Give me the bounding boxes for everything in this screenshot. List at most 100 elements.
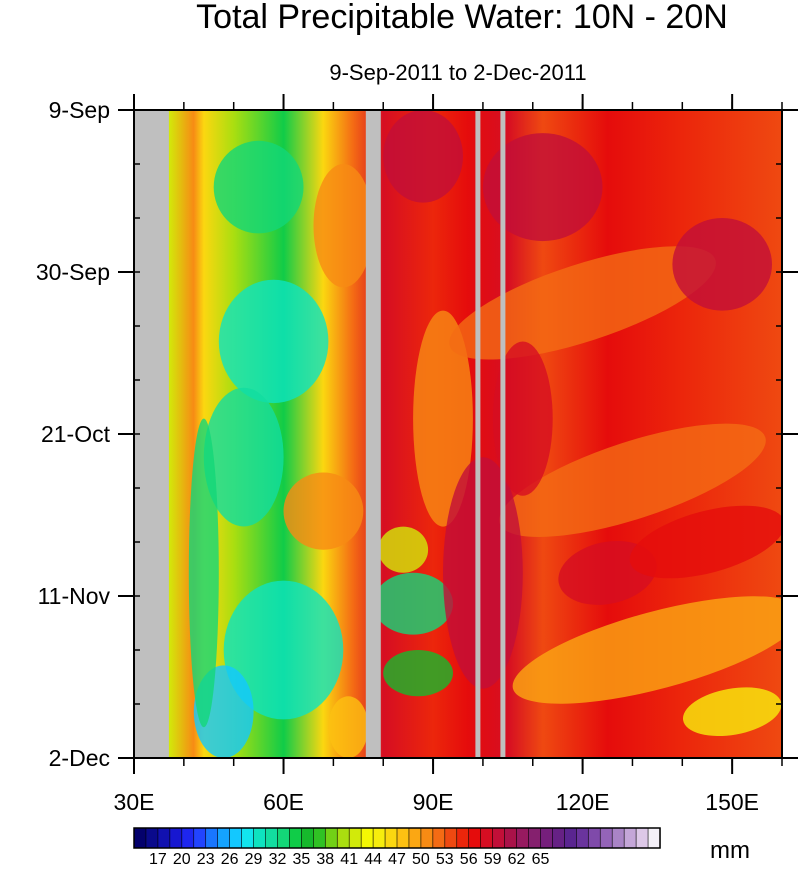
colorbar-tick-label: 59 xyxy=(484,851,502,868)
colorbar-swatch xyxy=(324,827,338,849)
colorbar-tick-label: 44 xyxy=(364,851,382,868)
colorbar: 17 20 23 26 29 32 35 38 41 44 47 50 53 56 59 62 65 xyxy=(133,827,661,868)
heatmap-feature-23 xyxy=(629,505,782,579)
colorbar-swatch xyxy=(587,827,601,849)
colorbar-swatch xyxy=(611,827,625,849)
colorbar-swatch xyxy=(635,827,649,849)
heatmap-feature-11 xyxy=(378,526,429,573)
colorbar-swatch xyxy=(133,827,147,849)
colorbar-swatch xyxy=(384,827,398,849)
y-tick-label: 21-Oct xyxy=(41,421,111,447)
heatmap-feature-12 xyxy=(413,310,473,527)
chart-title: Total Precipitable Water: 10N - 20N xyxy=(196,0,728,36)
x-tick-label: 30E xyxy=(114,789,155,815)
colorbar-swatch xyxy=(623,827,637,849)
colorbar-tick-label: 53 xyxy=(436,851,454,868)
colorbar-swatch xyxy=(504,827,518,849)
heatmap-feature-15 xyxy=(449,246,716,360)
colorbar-tick-label: 38 xyxy=(316,851,334,868)
colorbar-swatch xyxy=(336,827,350,849)
colorbar-swatch xyxy=(169,827,183,849)
heatmap-feature-9 xyxy=(373,572,453,635)
colorbar-swatch xyxy=(647,827,661,849)
missing-band-2 xyxy=(475,110,481,758)
x-tick-label: 120E xyxy=(556,789,610,815)
heatmap-feature-1 xyxy=(218,279,329,404)
heatmap-feature-21 xyxy=(672,217,772,311)
heatmap-feature-2 xyxy=(203,387,284,527)
heatmap-feature-3 xyxy=(223,580,344,720)
colorbar-swatch xyxy=(480,827,494,849)
x-axis: 30E 60E 90E 120E 150E xyxy=(114,94,783,815)
colorbar-swatch xyxy=(552,827,565,849)
colorbar-swatch xyxy=(420,827,434,849)
colorbar-frame xyxy=(133,827,661,849)
missing-band-1 xyxy=(365,110,381,758)
heatmap-feature-0 xyxy=(213,140,304,234)
y-axis: 9-Sep 30-Sep 21-Oct 11-Nov 2-Dec xyxy=(36,97,798,771)
colorbar-swatch xyxy=(528,827,542,849)
colorbar-tick-label: 20 xyxy=(173,851,191,868)
colorbar-tick-label: 65 xyxy=(532,851,550,868)
y-tick-label: 9-Sep xyxy=(49,97,110,123)
colorbar-swatch xyxy=(576,827,589,849)
heatmap-features xyxy=(188,110,782,758)
colorbar-swatch xyxy=(181,827,195,849)
colorbar-swatch xyxy=(516,827,530,849)
colorbar-swatch xyxy=(217,827,231,849)
colorbar-swatch xyxy=(193,827,207,849)
heatmap-feature-5 xyxy=(188,418,219,728)
heatmap-feature-18 xyxy=(682,687,782,737)
colorbar-swatch xyxy=(492,827,506,849)
plot-area xyxy=(133,109,783,759)
colorbar-units-label: mm xyxy=(710,837,750,864)
colorbar-swatch xyxy=(599,827,613,849)
colorbar-swatch xyxy=(241,827,255,849)
colorbar-swatch xyxy=(313,827,326,849)
colorbar-swatch xyxy=(408,827,422,849)
colorbar-swatch xyxy=(360,827,374,849)
colorbar-tick-label: 17 xyxy=(149,851,167,868)
colorbar-swatch xyxy=(456,827,470,849)
colorbar-swatch xyxy=(396,827,410,849)
y-tick-label: 2-Dec xyxy=(49,745,110,771)
colorbar-swatch xyxy=(444,827,458,849)
colorbar-swatch xyxy=(229,827,243,849)
colorbar-tick-label: 50 xyxy=(412,851,430,868)
colorbar-swatch xyxy=(348,827,362,849)
colorbar-tick-label: 26 xyxy=(221,851,239,868)
heatmap-feature-17 xyxy=(512,596,782,704)
x-tick-label: 150E xyxy=(705,789,759,815)
colorbar-tick-label: 35 xyxy=(293,851,311,868)
chart-subtitle: 9-Sep-2011 to 2-Dec-2011 xyxy=(329,60,586,85)
colorbar-tick-label: 32 xyxy=(269,851,287,868)
colorbar-swatch xyxy=(145,827,159,849)
colorbar-swatch xyxy=(157,827,171,849)
colorbar-swatch xyxy=(468,827,482,849)
x-tick-label: 90E xyxy=(413,789,454,815)
colorbar-swatch xyxy=(540,827,554,849)
heatmap-feature-19 xyxy=(443,457,523,689)
heatmap-feature-7 xyxy=(283,472,364,550)
colorbar-swatch xyxy=(432,827,446,849)
x-tick-label: 60E xyxy=(263,789,304,815)
heatmap-feature-6 xyxy=(313,164,374,288)
heatmap-feature-13 xyxy=(383,110,463,203)
colorbar-tick-label: 47 xyxy=(388,851,406,868)
colorbar-swatch xyxy=(265,827,279,849)
colorbar-tick-label: 62 xyxy=(508,851,526,868)
missing-band-3 xyxy=(500,110,506,758)
colorbar-tick-label: 23 xyxy=(197,851,215,868)
heatmap-feature-10 xyxy=(383,650,453,697)
colorbar-swatch xyxy=(372,827,386,849)
heatmap-feature-22 xyxy=(492,341,553,496)
colorbar-tick-label: 56 xyxy=(460,851,478,868)
colorbar-swatch xyxy=(205,827,219,849)
heatmap-feature-16 xyxy=(499,423,766,537)
colorbar-swatch xyxy=(277,827,291,849)
heatmap-feature-8 xyxy=(328,696,369,758)
colorbar-tick-label: 41 xyxy=(340,851,358,868)
colorbar-tick-label: 29 xyxy=(245,851,263,868)
colorbar-swatch xyxy=(253,827,267,849)
